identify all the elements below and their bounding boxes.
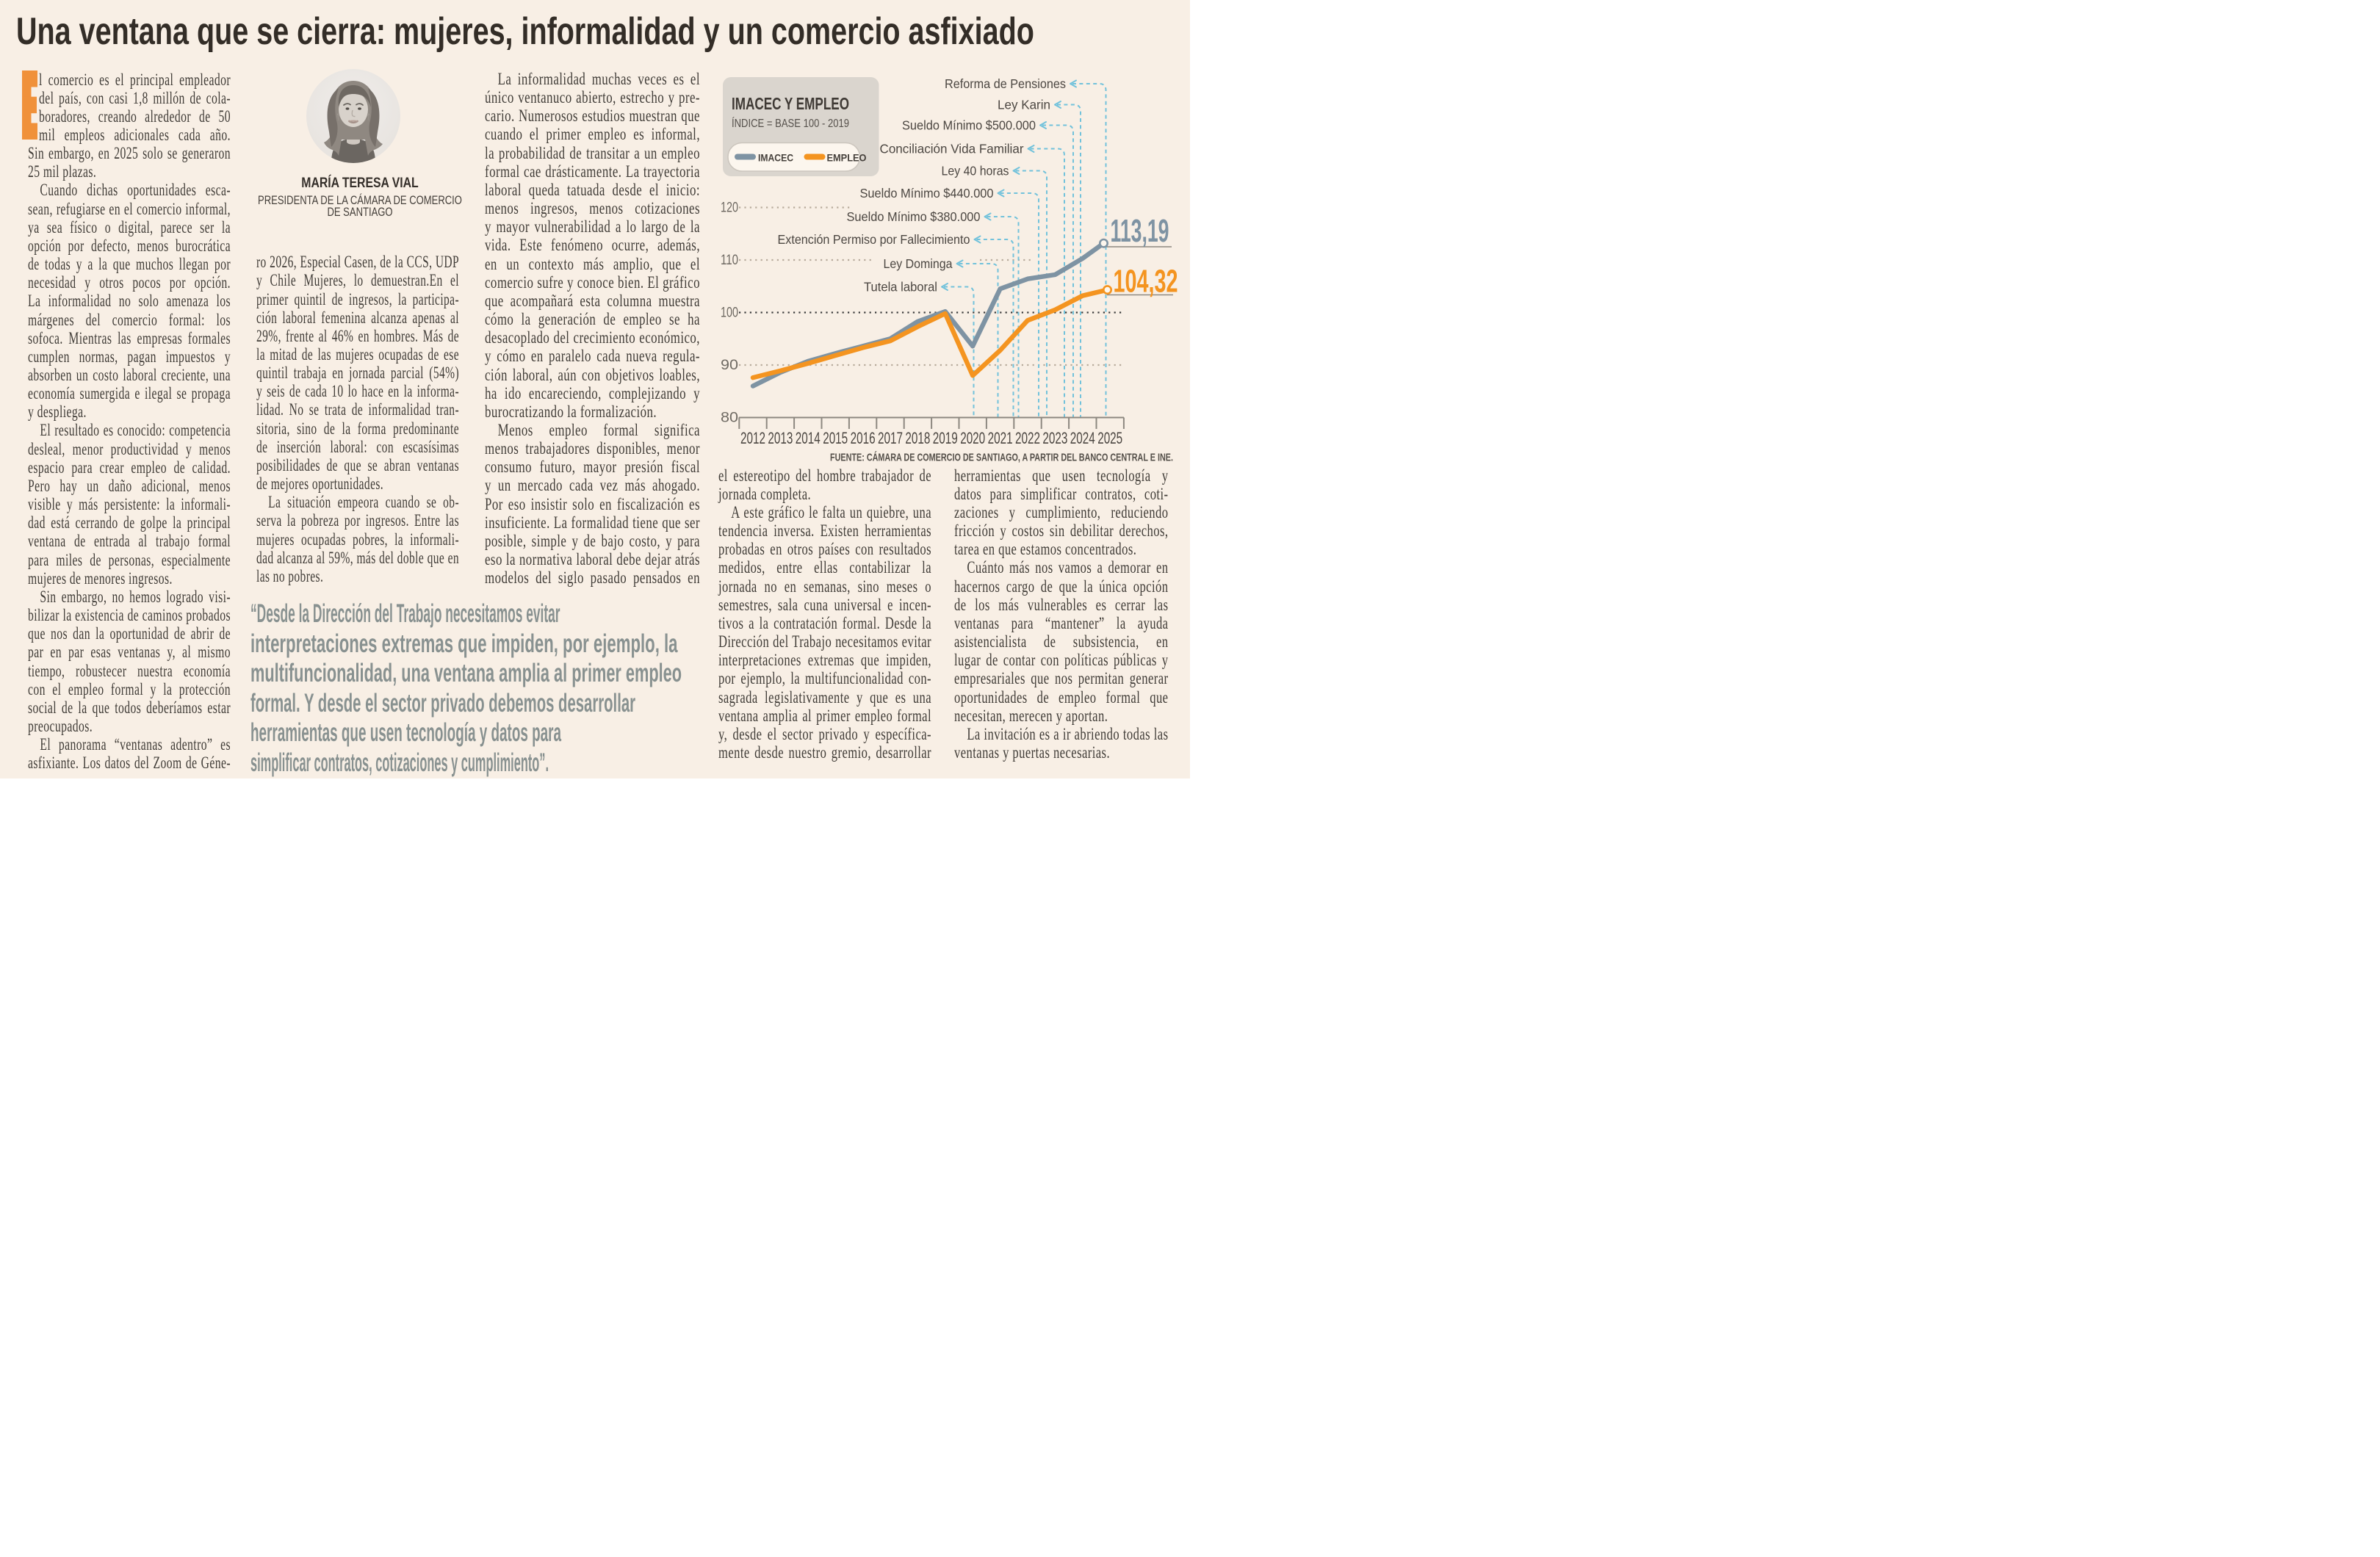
svg-text:2013: 2013 <box>768 429 793 447</box>
svg-text:Ley Dominga: Ley Dominga <box>884 256 953 271</box>
svg-text:Ley Karin: Ley Karin <box>998 98 1050 112</box>
svg-text:Sueldo Mínimo $500.000: Sueldo Mínimo $500.000 <box>902 118 1036 133</box>
svg-text:Conciliación Vida Familiar: Conciliación Vida Familiar <box>880 142 1024 156</box>
svg-text:2023: 2023 <box>1042 429 1067 447</box>
svg-text:100: 100 <box>721 306 738 321</box>
svg-text:IMACEC Y EMPLEO: IMACEC Y EMPLEO <box>732 94 849 113</box>
svg-text:2017: 2017 <box>878 429 903 447</box>
svg-text:FUENTE: CÁMARA DE COMERCIO DE: FUENTE: CÁMARA DE COMERCIO DE SANTIAGO, … <box>830 452 1173 464</box>
svg-text:Ley 40 horas: Ley 40 horas <box>942 164 1009 178</box>
svg-text:104,32: 104,32 <box>1114 264 1178 300</box>
svg-text:110: 110 <box>721 253 738 268</box>
svg-text:2012: 2012 <box>740 429 765 447</box>
svg-text:Sueldo Mínimo $380.000: Sueldo Mínimo $380.000 <box>847 209 981 224</box>
svg-text:ÍNDICE = BASE 100 - 2019: ÍNDICE = BASE 100 - 2019 <box>732 118 849 130</box>
svg-text:90: 90 <box>721 358 738 373</box>
svg-text:2021: 2021 <box>988 429 1013 447</box>
svg-text:IMACEC: IMACEC <box>758 152 793 164</box>
svg-text:113,19: 113,19 <box>1111 213 1169 249</box>
svg-text:EMPLEO: EMPLEO <box>827 152 867 164</box>
svg-text:2024: 2024 <box>1070 429 1095 447</box>
svg-text:Tutela laboral: Tutela laboral <box>864 280 937 295</box>
svg-text:2025: 2025 <box>1097 429 1122 447</box>
svg-text:2014: 2014 <box>796 429 821 447</box>
svg-text:80: 80 <box>721 411 738 426</box>
svg-text:2022: 2022 <box>1015 429 1040 447</box>
svg-text:Reforma de Pensiones: Reforma de Pensiones <box>945 76 1066 91</box>
svg-text:2016: 2016 <box>851 429 876 447</box>
svg-text:2019: 2019 <box>933 429 958 447</box>
svg-text:2015: 2015 <box>823 429 848 447</box>
svg-text:120: 120 <box>721 201 738 216</box>
svg-text:Extención Permiso por Fallecim: Extención Permiso por Fallecimiento <box>778 232 970 247</box>
svg-text:Sueldo Mínimo $440.000: Sueldo Mínimo $440.000 <box>860 186 994 201</box>
svg-text:2020: 2020 <box>960 429 985 447</box>
svg-text:2018: 2018 <box>905 429 930 447</box>
